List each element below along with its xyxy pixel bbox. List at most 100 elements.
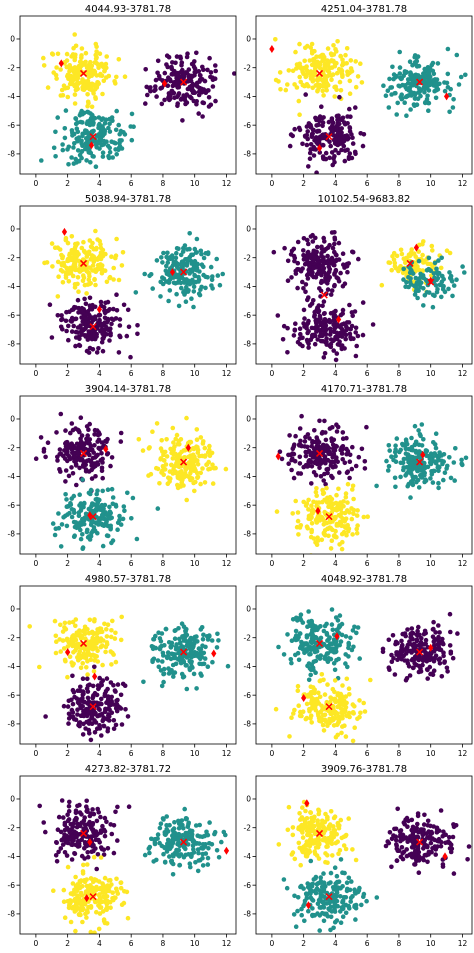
data-point-teal (129, 111, 135, 117)
data-point-teal (109, 486, 115, 492)
data-point-teal (192, 246, 198, 252)
data-point-purple (102, 693, 107, 699)
data-point-purple (308, 142, 314, 147)
data-point-teal (325, 644, 330, 650)
data-point-teal (92, 115, 98, 121)
data-point-teal (75, 138, 80, 144)
centroid-marker (416, 648, 424, 656)
data-point-purple (164, 53, 170, 58)
data-point-purple (100, 348, 106, 354)
data-point-yellow (332, 689, 337, 695)
data-point-purple (303, 289, 308, 295)
data-point-yellow (73, 257, 78, 263)
x-tick-label: 2 (301, 559, 306, 568)
data-point-purple (344, 263, 350, 269)
data-point-yellow (350, 487, 355, 492)
subplot-title: 4170.71-3781.78 (321, 384, 407, 395)
x-tick-label: 8 (161, 369, 166, 378)
data-point-yellow (79, 245, 85, 251)
data-point-teal (343, 634, 349, 639)
y-tick-label: -4 (8, 472, 16, 481)
data-point-purple (96, 686, 101, 692)
data-point-purple (316, 440, 322, 445)
data-point-purple (70, 673, 75, 679)
data-point-purple (285, 258, 291, 264)
data-point-purple (338, 117, 344, 122)
data-point-teal (196, 291, 202, 297)
data-point-purple (88, 700, 93, 706)
data-point-teal (94, 143, 99, 148)
data-point-teal (189, 252, 194, 258)
data-point-yellow (295, 683, 301, 689)
data-point-yellow (80, 661, 85, 666)
data-point-purple (102, 328, 107, 333)
data-point-purple (108, 463, 113, 469)
data-point-yellow (72, 32, 77, 37)
data-point-teal (116, 122, 121, 128)
data-point-yellow (81, 248, 87, 254)
data-point-yellow (68, 270, 74, 276)
data-point-teal (459, 461, 465, 467)
data-point-yellow (315, 88, 321, 93)
data-point-teal (451, 460, 457, 465)
x-tick-label: 0 (33, 369, 38, 378)
data-point-purple (288, 452, 293, 458)
data-point-teal (413, 289, 419, 294)
data-point-purple (301, 252, 306, 258)
data-point-purple (348, 336, 354, 342)
data-point-yellow (58, 267, 64, 273)
data-point-purple (338, 175, 343, 180)
data-point-teal (73, 156, 78, 162)
data-point-purple (102, 829, 108, 834)
axes-frame (255, 585, 473, 745)
data-point-teal (161, 671, 166, 677)
data-point-purple (113, 689, 118, 694)
data-point-yellow (350, 532, 355, 537)
x-tick-label: 12 (458, 179, 468, 188)
y-tick-label: 0 (246, 225, 251, 234)
data-point-yellow (60, 280, 66, 285)
data-point-purple (102, 320, 108, 325)
data-point-purple (332, 230, 337, 235)
data-point-purple (101, 723, 107, 729)
data-point-purple (111, 702, 116, 707)
data-point-purple (94, 866, 99, 872)
data-point-teal (192, 258, 198, 264)
data-point-purple (87, 452, 92, 458)
data-point-yellow (278, 87, 283, 92)
data-point-teal (424, 96, 430, 102)
data-point-teal (430, 304, 436, 310)
data-point-teal (68, 501, 73, 506)
data-point-teal (63, 492, 68, 497)
data-point-yellow (173, 470, 179, 476)
data-point-yellow (102, 64, 108, 70)
data-point-purple (329, 255, 335, 261)
data-point-yellow (336, 720, 341, 725)
data-point-purple (330, 446, 336, 451)
data-point-teal (80, 546, 85, 551)
data-point-purple (87, 421, 92, 427)
data-point-yellow (312, 59, 318, 65)
data-point-purple (83, 822, 88, 828)
data-point-teal (160, 275, 165, 280)
data-point-purple (170, 72, 175, 77)
data-point-teal (165, 654, 170, 659)
data-point-teal (304, 633, 310, 638)
data-point-teal (167, 668, 173, 674)
data-point-teal (325, 651, 331, 656)
data-point-purple (68, 430, 73, 436)
data-point-teal (155, 506, 161, 511)
data-point-teal (395, 100, 401, 106)
centroid-marker (180, 268, 188, 276)
data-point-yellow (60, 93, 66, 98)
data-point-yellow (108, 634, 114, 640)
data-point-purple (302, 133, 308, 139)
data-point-teal (176, 246, 181, 252)
data-point-purple (314, 170, 319, 174)
data-point-yellow (392, 260, 398, 266)
data-point-teal (119, 138, 124, 143)
data-point-purple (306, 241, 311, 247)
data-point-yellow (93, 52, 98, 58)
data-point-purple (65, 445, 70, 451)
data-point-yellow (425, 261, 431, 267)
